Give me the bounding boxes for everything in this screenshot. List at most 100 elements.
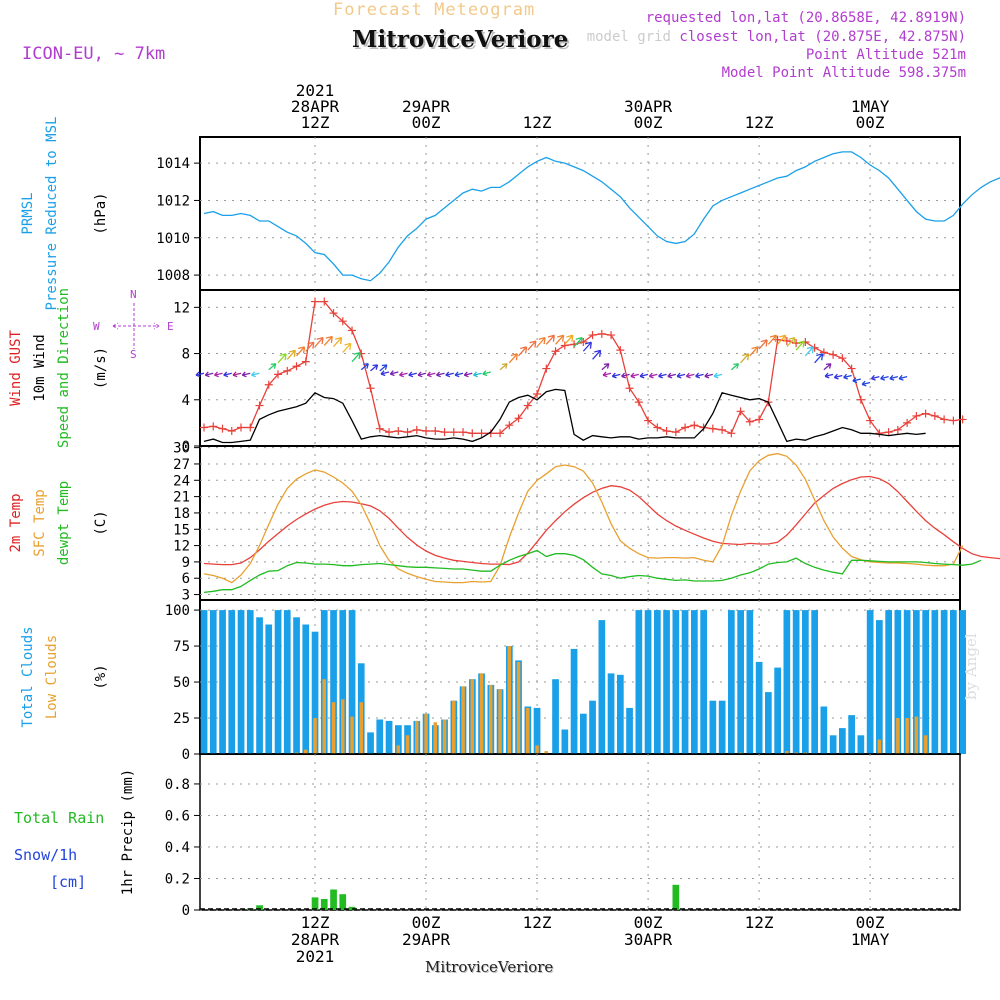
- bar-total-clouds: [635, 610, 643, 754]
- y-tick-label: 12: [173, 300, 190, 316]
- gust-marker: [745, 417, 754, 426]
- bar-total-rain: [320, 899, 328, 910]
- bar-total-clouds: [654, 610, 661, 754]
- bar-total-clouds: [746, 610, 754, 754]
- bar-total-clouds: [876, 620, 883, 754]
- gust-marker: [644, 416, 653, 425]
- bar-total-clouds: [931, 610, 939, 754]
- gust-marker: [218, 424, 227, 433]
- time-label-top: 00Z: [412, 113, 441, 132]
- wind-arrow: [251, 372, 260, 376]
- gust-marker: [579, 338, 588, 346]
- y-tick-label: 18: [173, 506, 190, 522]
- wind-arrow: [214, 372, 223, 376]
- axis-label: Low Clouds: [44, 635, 60, 719]
- wind-arrow-head: [426, 371, 432, 378]
- time-label-bottom: 2021: [296, 947, 335, 966]
- y-tick-label: 0.8: [165, 777, 190, 793]
- gust-marker: [477, 429, 486, 438]
- bar-total-clouds: [395, 725, 402, 754]
- gust-marker: [958, 415, 967, 424]
- bar-low-clouds: [544, 751, 548, 754]
- compass-south: S: [130, 348, 137, 361]
- bar-total-clouds: [580, 713, 587, 754]
- wind-arrow: [427, 372, 436, 376]
- bar-total-clouds: [802, 610, 809, 754]
- wind-arrow-head: [251, 371, 256, 378]
- wind-arrow-head: [389, 370, 395, 377]
- y-tick-label: 1010: [156, 231, 190, 247]
- bar-total-clouds: [348, 610, 356, 754]
- gust-marker: [662, 426, 671, 435]
- series-line: [203, 388, 926, 444]
- bar-total-clouds: [385, 720, 393, 754]
- gust-marker: [311, 297, 320, 306]
- wind-arrow: [573, 337, 583, 348]
- wind-arrow: [695, 373, 704, 377]
- wind-arrow-head: [214, 371, 219, 378]
- time-label-top: 1MAY: [851, 97, 890, 116]
- y-tick-label: 30: [173, 441, 190, 457]
- series-line: [203, 452, 964, 584]
- wind-arrow-head: [870, 374, 876, 381]
- wind-arrow-head: [824, 372, 830, 379]
- wind-arrow-head: [454, 371, 460, 378]
- wind-arrow-head: [204, 371, 210, 378]
- wind-arrow-head: [825, 363, 832, 369]
- wind-arrow-head: [788, 336, 796, 345]
- bar-total-clouds: [274, 610, 282, 754]
- wind-arrow-head: [779, 334, 787, 342]
- bar-total-clouds: [718, 700, 726, 754]
- wind-arrow-head: [547, 334, 555, 342]
- gust-marker: [616, 346, 625, 355]
- wind-arrow: [286, 349, 296, 360]
- bar-total-clouds: [691, 610, 698, 754]
- series-line: [203, 300, 963, 435]
- gust-marker: [366, 384, 375, 393]
- wind-arrow-head: [584, 341, 592, 349]
- gust-marker: [292, 362, 301, 371]
- gust-marker: [921, 409, 930, 418]
- bar-low-clouds: [535, 745, 539, 754]
- gust-marker: [560, 341, 569, 350]
- bar-total-rain: [256, 905, 263, 910]
- wind-arrow: [730, 363, 739, 371]
- time-label-top: 00Z: [856, 113, 885, 132]
- wind-arrow-head: [408, 371, 414, 378]
- gust-marker: [903, 418, 912, 427]
- wind-arrow-head: [510, 353, 518, 361]
- bar-low-clouds: [498, 689, 502, 754]
- y-tick-label: 24: [173, 473, 190, 489]
- gust-marker: [884, 428, 893, 437]
- gust-marker: [708, 424, 717, 433]
- compass-north: N: [130, 288, 137, 301]
- time-label-bottom: 29APR: [402, 930, 451, 949]
- axis-label: Total Clouds: [20, 626, 36, 727]
- gust-marker: [264, 380, 273, 389]
- wind-arrow-head: [797, 340, 805, 348]
- wind-arrow: [824, 373, 834, 377]
- wind-arrow-head: [880, 374, 886, 381]
- bar-total-clouds: [598, 620, 606, 754]
- wind-arrow-head: [658, 372, 663, 379]
- axis-label: SFC Temp: [32, 489, 48, 556]
- bar-total-clouds: [246, 610, 254, 754]
- axis-label: (hPa): [93, 192, 109, 234]
- wind-arrow: [379, 364, 388, 372]
- gust-marker: [514, 414, 523, 423]
- gust-marker: [755, 415, 764, 424]
- wind-arrow: [545, 334, 555, 345]
- wind-arrow: [704, 373, 713, 377]
- bar-low-clouds: [396, 745, 400, 754]
- bar-total-clouds: [376, 719, 384, 754]
- bar-low-clouds: [350, 716, 354, 754]
- wind-arrow: [333, 337, 343, 348]
- gust-marker: [255, 401, 264, 410]
- wind-arrow: [814, 353, 824, 364]
- bar-total-clouds: [533, 707, 541, 754]
- wind-arrow-head: [557, 334, 565, 342]
- bar-total-clouds: [913, 610, 920, 754]
- wind-arrow: [852, 378, 862, 382]
- wind-arrow: [268, 363, 277, 371]
- wind-arrow-head: [445, 371, 451, 378]
